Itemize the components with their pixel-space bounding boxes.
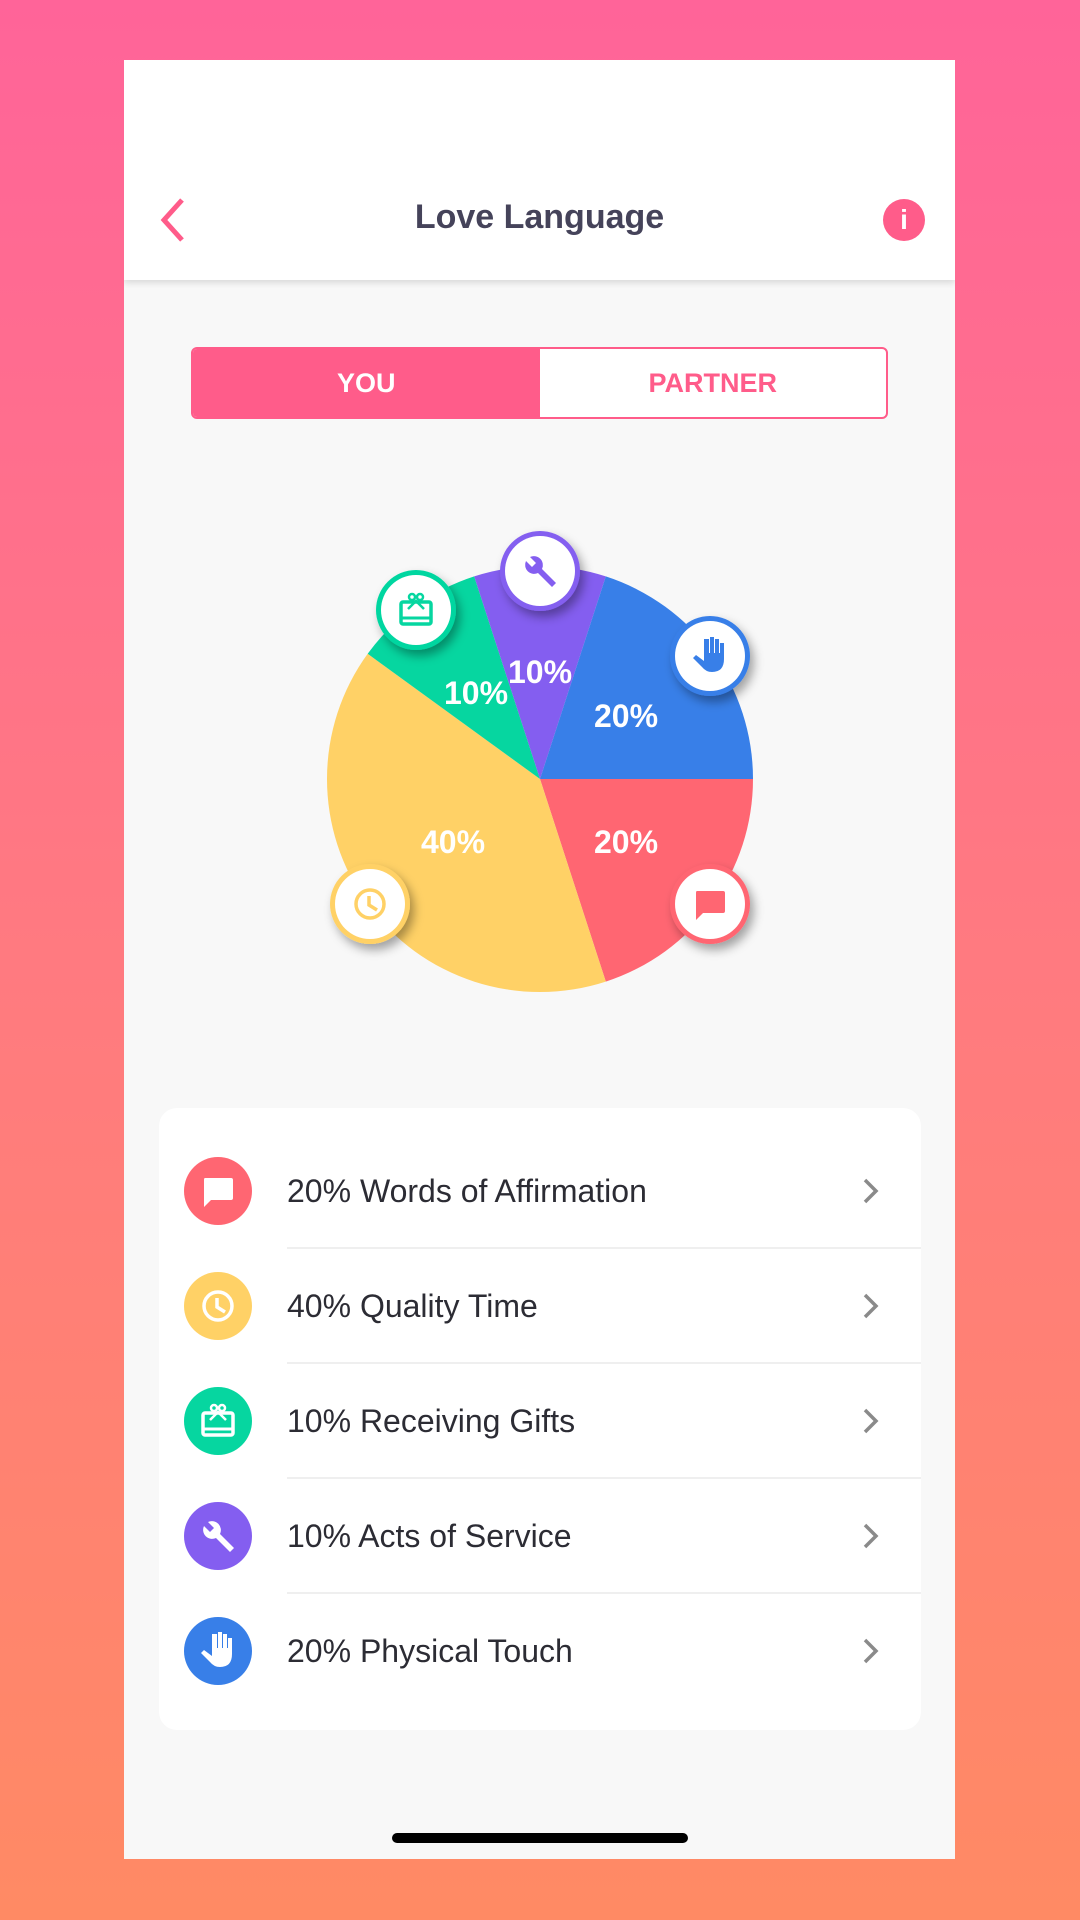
pie-slice-words-of-affirmation[interactable]: [540, 779, 753, 982]
page-title: Love Language: [414, 198, 665, 236]
list-item-label: 20% Physical Touch: [287, 1633, 573, 1669]
pie-label: 40%: [421, 824, 485, 860]
chevron-right-icon: [863, 1408, 879, 1434]
tab-partner[interactable]: PARTNER: [648, 367, 777, 398]
info-icon[interactable]: i: [883, 199, 925, 241]
list-item[interactable]: 10% Receiving Gifts: [159, 1364, 921, 1479]
chevron-right-icon: [863, 1293, 879, 1319]
chat-bubble-icon[interactable]: [670, 864, 750, 944]
list-item-label: 10% Acts of Service: [287, 1518, 572, 1554]
pie-label: 10%: [508, 654, 572, 690]
hand-icon: [184, 1617, 252, 1685]
chevron-left-icon[interactable]: [154, 196, 194, 244]
list-item-label: 10% Receiving Gifts: [287, 1403, 576, 1439]
chevron-right-icon: [863, 1523, 879, 1549]
list-item[interactable]: 40% Quality Time: [159, 1249, 921, 1364]
list-item-label: 40% Quality Time: [287, 1288, 538, 1324]
divider: [287, 1592, 921, 1594]
list-item[interactable]: 10% Acts of Service: [159, 1479, 921, 1594]
person-toggle: YOU PARTNER: [191, 347, 888, 419]
hand-icon[interactable]: [670, 616, 750, 696]
tab-you[interactable]: YOU: [193, 349, 540, 417]
header: Love Language i: [124, 60, 955, 280]
love-language-list: 20% Words of Affirmation 40% Quality Tim…: [159, 1108, 921, 1730]
phone-screen: Love Language i YOU PARTNER 20% 40% 10% 10%…: [124, 60, 955, 1859]
home-indicator[interactable]: [392, 1833, 688, 1843]
gift-icon: [184, 1387, 252, 1455]
list-item-label: 20% Words of Affirmation: [287, 1173, 647, 1209]
pie-slice-acts-of-service[interactable]: [474, 566, 606, 779]
list-item[interactable]: 20% Physical Touch: [159, 1594, 921, 1709]
divider: [287, 1477, 921, 1479]
pie-chart: 20% 40% 10%10% 20%: [327, 531, 753, 992]
clock-icon: [184, 1272, 252, 1340]
gift-icon[interactable]: [376, 570, 456, 650]
pie-label: 20%: [594, 824, 658, 860]
wrench-icon: [184, 1502, 252, 1570]
divider: [287, 1362, 921, 1364]
chat-bubble-icon: [184, 1157, 252, 1225]
clock-icon[interactable]: [330, 864, 410, 944]
pie-label: 20%: [594, 698, 658, 734]
chevron-right-icon: [863, 1178, 879, 1204]
list-item[interactable]: 20% Words of Affirmation: [159, 1134, 921, 1249]
pie-slice-physical-touch[interactable]: [540, 576, 753, 779]
wrench-icon[interactable]: [500, 531, 580, 611]
divider: [287, 1247, 921, 1249]
chevron-right-icon: [863, 1638, 879, 1664]
pie-label: 10%: [444, 675, 508, 711]
